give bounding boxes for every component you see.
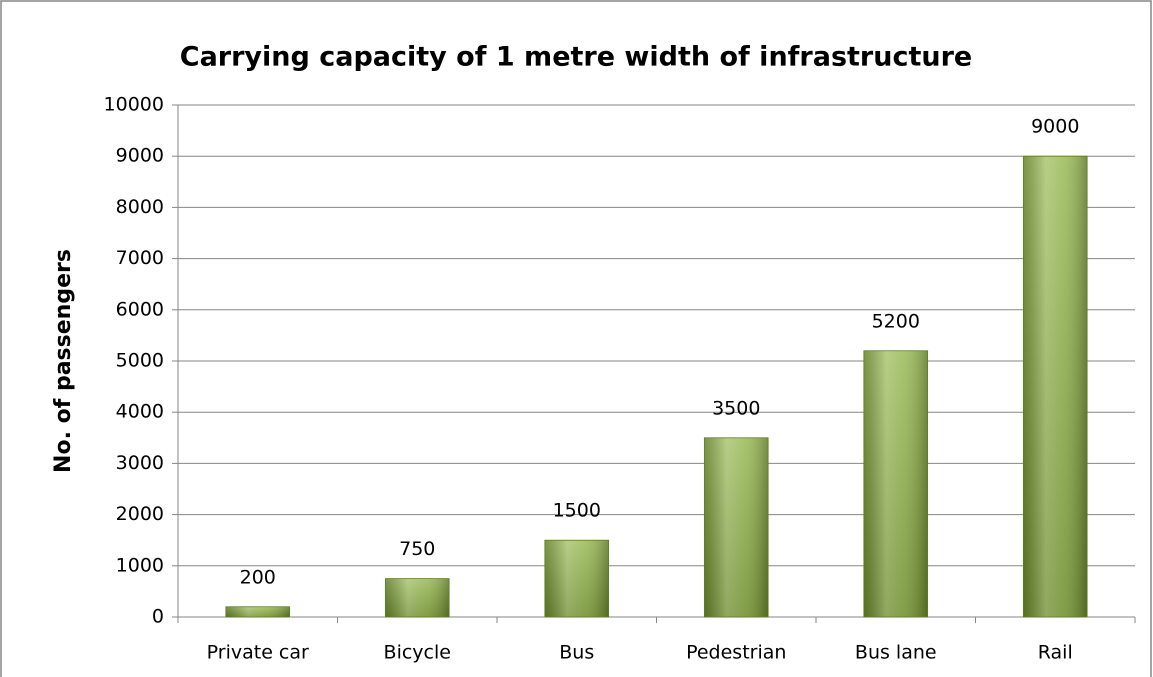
bar-part	[703, 437, 769, 618]
y-tick-label: 2000	[116, 503, 164, 525]
data-label: 750	[399, 538, 435, 560]
y-tick-label: 3000	[116, 452, 164, 474]
bar	[544, 539, 610, 618]
y-tick-label: 10000	[104, 94, 164, 116]
x-tick-label: Bus	[559, 642, 594, 664]
y-tick-label: 0	[152, 606, 164, 628]
y-axis-label: No. of passengers	[51, 249, 76, 473]
bar-part	[1022, 155, 1088, 618]
bar-part	[863, 350, 929, 618]
x-tick-label: Pedestrian	[686, 642, 786, 664]
chart-title: Carrying capacity of 1 metre width of in…	[180, 42, 972, 73]
bar	[703, 437, 769, 618]
data-label: 200	[240, 566, 276, 588]
x-tick-label: Private car	[207, 642, 309, 664]
bar	[1022, 155, 1088, 618]
data-label: 9000	[1031, 116, 1079, 138]
y-tick-label: 5000	[116, 350, 164, 372]
y-tick-label: 4000	[116, 401, 164, 423]
bar	[225, 606, 291, 618]
y-tick-label: 1000	[116, 554, 164, 576]
data-label: 1500	[553, 500, 601, 522]
y-tick-label: 7000	[116, 247, 164, 269]
bar-part	[384, 578, 450, 618]
data-label: 3500	[712, 397, 760, 419]
y-tick-label: 8000	[116, 196, 164, 218]
bar	[863, 350, 929, 618]
x-tick-label: Bicycle	[384, 642, 451, 664]
data-label: 5200	[872, 310, 920, 332]
x-tick-label: Bus lane	[855, 642, 937, 664]
x-tick-label: Rail	[1038, 642, 1073, 664]
y-tick-label: 6000	[116, 298, 164, 320]
bar-part	[544, 539, 610, 618]
y-tick-label: 9000	[116, 145, 164, 167]
bar-part	[225, 606, 291, 618]
bar	[384, 578, 450, 618]
